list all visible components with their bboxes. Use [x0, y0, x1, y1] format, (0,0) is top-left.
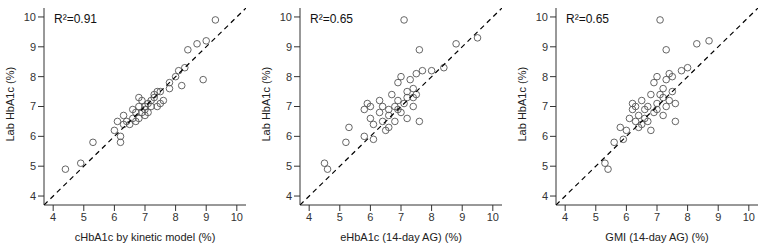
- svg-text:9: 9: [542, 41, 548, 53]
- svg-text:9: 9: [30, 41, 36, 53]
- svg-text:Lab HbA1c (%): Lab HbA1c (%): [516, 67, 528, 142]
- svg-text:8: 8: [30, 71, 36, 83]
- svg-text:eHbA1c (14-day AG) (%): eHbA1c (14-day AG) (%): [340, 231, 462, 243]
- svg-text:10: 10: [280, 11, 292, 23]
- svg-text:9: 9: [203, 211, 209, 223]
- svg-text:7: 7: [286, 100, 292, 112]
- svg-text:10: 10: [743, 211, 755, 223]
- svg-text:8: 8: [173, 211, 179, 223]
- svg-text:6: 6: [367, 211, 373, 223]
- svg-text:10: 10: [536, 11, 548, 23]
- svg-text:6: 6: [30, 130, 36, 142]
- svg-text:5: 5: [286, 160, 292, 172]
- svg-text:Lab HbA1c (%): Lab HbA1c (%): [8, 67, 16, 142]
- svg-text:4: 4: [30, 190, 36, 202]
- svg-text:5: 5: [593, 211, 599, 223]
- svg-text:6: 6: [623, 211, 629, 223]
- svg-text:4: 4: [542, 190, 548, 202]
- svg-text:7: 7: [654, 211, 660, 223]
- svg-text:Lab HbA1c (%): Lab HbA1c (%): [260, 67, 272, 142]
- svg-text:4: 4: [50, 211, 56, 223]
- svg-text:5: 5: [81, 211, 87, 223]
- svg-text:10: 10: [231, 211, 243, 223]
- svg-text:4: 4: [286, 190, 292, 202]
- svg-text:7: 7: [542, 100, 548, 112]
- svg-text:4: 4: [306, 211, 312, 223]
- svg-text:4: 4: [562, 211, 568, 223]
- svg-text:7: 7: [398, 211, 404, 223]
- svg-text:10: 10: [24, 11, 36, 23]
- svg-text:6: 6: [542, 130, 548, 142]
- svg-text:9: 9: [715, 211, 721, 223]
- svg-text:5: 5: [337, 211, 343, 223]
- svg-text:8: 8: [685, 211, 691, 223]
- svg-text:6: 6: [111, 211, 117, 223]
- svg-text:7: 7: [30, 100, 36, 112]
- svg-text:7: 7: [142, 211, 148, 223]
- html-text:R²=0.91: R²=0.91: [54, 12, 97, 26]
- svg-text:10: 10: [487, 211, 499, 223]
- html-text:R²=0.65: R²=0.65: [566, 12, 609, 26]
- svg-text:8: 8: [429, 211, 435, 223]
- svg-text:8: 8: [286, 71, 292, 83]
- svg-text:9: 9: [286, 41, 292, 53]
- svg-text:5: 5: [30, 160, 36, 172]
- svg-text:cHbA1c by kinetic model (%): cHbA1c by kinetic model (%): [75, 231, 216, 243]
- svg-text:5: 5: [542, 160, 548, 172]
- html-text:R²=0.65: R²=0.65: [310, 12, 353, 26]
- svg-text:8: 8: [542, 71, 548, 83]
- svg-text:6: 6: [286, 130, 292, 142]
- svg-text:9: 9: [459, 211, 465, 223]
- svg-text:GMI (14-day AG) (%): GMI (14-day AG) (%): [605, 231, 708, 243]
